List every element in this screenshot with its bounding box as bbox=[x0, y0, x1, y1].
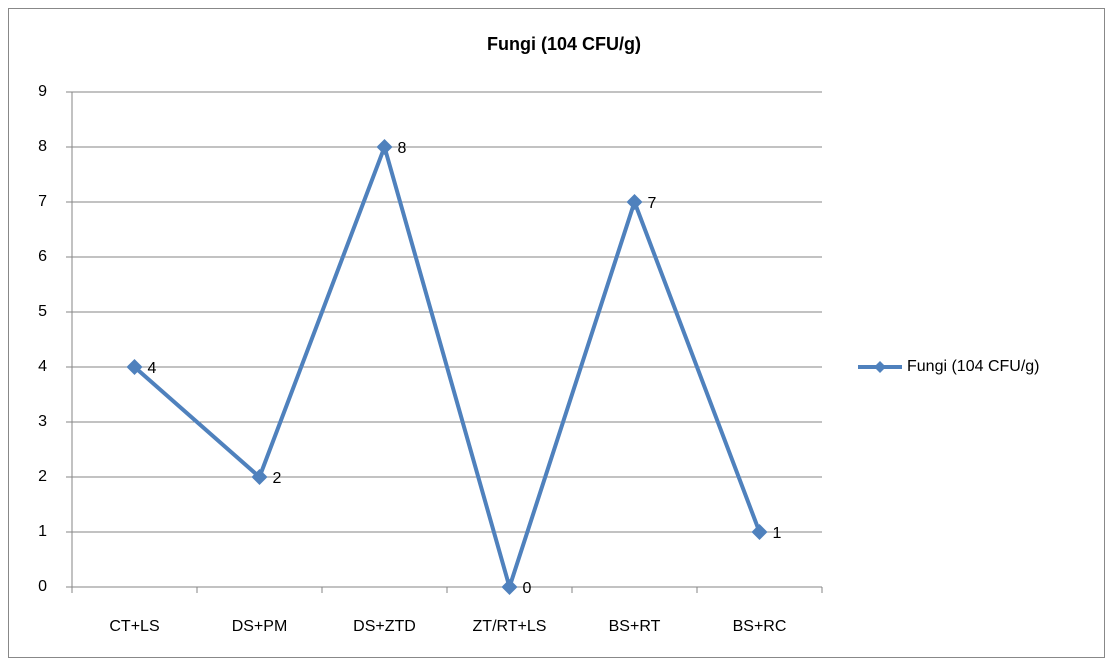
chart-title: Fungi (104 CFU/g) bbox=[487, 34, 641, 54]
data-label: 1 bbox=[773, 525, 782, 542]
point-marker bbox=[501, 579, 518, 595]
x-tick-label: DS+PM bbox=[232, 618, 288, 635]
x-tick-label: DS+ZTD bbox=[353, 618, 416, 635]
data-label: 7 bbox=[648, 195, 657, 212]
y-tick-label: 7 bbox=[38, 193, 47, 210]
point-marker bbox=[751, 524, 768, 540]
x-tick-label: BS+RT bbox=[609, 618, 661, 635]
x-tick-label: BS+RC bbox=[733, 618, 787, 635]
legend-label: Fungi (104 CFU/g) bbox=[907, 358, 1040, 375]
legend-marker bbox=[874, 361, 886, 373]
data-label: 0 bbox=[523, 580, 532, 597]
series-line bbox=[133, 145, 762, 589]
x-tick-label: CT+LS bbox=[109, 618, 159, 635]
y-tick-label: 2 bbox=[38, 468, 47, 485]
y-tick-label: 9 bbox=[38, 83, 47, 100]
y-tick-label: 8 bbox=[38, 138, 47, 155]
data-label: 2 bbox=[273, 470, 282, 487]
data-label: 8 bbox=[398, 140, 407, 157]
y-tick-label: 1 bbox=[38, 523, 47, 540]
point-marker bbox=[626, 194, 643, 210]
y-tick-label: 5 bbox=[38, 303, 47, 320]
y-tick-label: 3 bbox=[38, 413, 47, 430]
chart-border bbox=[8, 8, 1105, 658]
data-label: 4 bbox=[148, 360, 157, 377]
x-tick-label: ZT/RT+LS bbox=[473, 618, 547, 635]
y-tick-label: 4 bbox=[38, 358, 47, 375]
y-tick-label: 0 bbox=[38, 578, 47, 595]
point-marker bbox=[126, 359, 143, 375]
point-marker bbox=[376, 139, 393, 155]
y-tick-label: 6 bbox=[38, 248, 47, 265]
point-marker bbox=[251, 469, 268, 485]
